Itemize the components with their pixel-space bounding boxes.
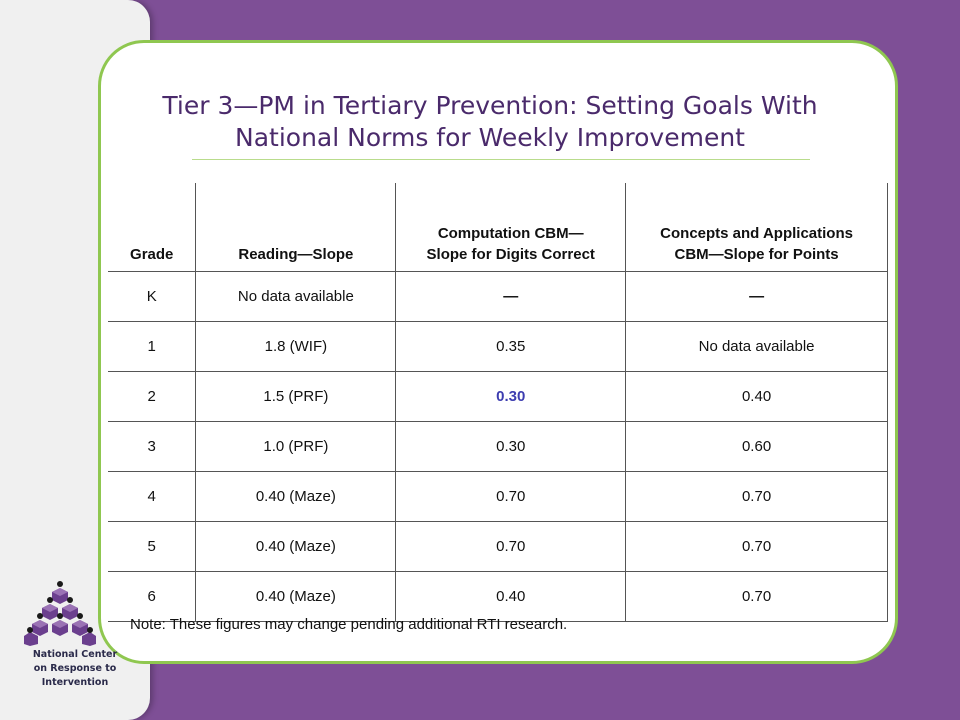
header-reading: Reading—Slope (195, 183, 397, 272)
footnote: Note: These figures may change pending a… (130, 616, 568, 633)
cell-grade: 6 (108, 571, 197, 622)
cell-computation: 0.40 (395, 571, 627, 622)
logo-caption-line-2: on Response to (33, 663, 117, 674)
cell-computation: 0.35 (395, 321, 627, 372)
cell-computation: 0.70 (395, 471, 627, 522)
header-grade: Grade (108, 183, 197, 272)
title-divider (192, 159, 810, 160)
cell-grade: K (108, 271, 197, 322)
title-line-2: National Norms for Weekly Improvement (235, 123, 745, 152)
cell-computation: 0.30 (395, 371, 627, 422)
cell-computation: — (395, 271, 627, 322)
cell-grade: 3 (108, 421, 197, 472)
cell-concepts: 0.40 (625, 371, 888, 422)
header-concepts-line-1: Concepts and Applications (660, 225, 853, 242)
cell-reading: 0.40 (Maze) (195, 571, 397, 622)
cell-grade: 2 (108, 371, 197, 422)
logo-caption-line-3: Intervention (41, 677, 109, 688)
cell-reading: 0.40 (Maze) (195, 521, 397, 572)
header-computation-line-1: Computation CBM— (437, 225, 584, 242)
cell-concepts: — (625, 271, 888, 322)
cell-concepts: 0.70 (625, 471, 888, 522)
table-row: 2 1.5 (PRF) 0.30 0.40 (108, 371, 888, 422)
cell-concepts: 0.60 (625, 421, 888, 472)
cell-reading: 1.5 (PRF) (195, 371, 397, 422)
cell-grade: 1 (108, 321, 197, 372)
cell-concepts: 0.70 (625, 571, 888, 622)
logo-caption: National Center on Response to Intervent… (0, 648, 150, 690)
cell-grade: 4 (108, 471, 197, 522)
ncrti-logo-icon (24, 581, 96, 646)
logo-cube (24, 632, 38, 646)
table-row: 4 0.40 (Maze) 0.70 0.70 (108, 471, 888, 522)
cell-computation: 0.30 (395, 421, 627, 472)
logo-cube (82, 632, 96, 646)
slide-title: Tier 3—PM in Tertiary Prevention: Settin… (100, 90, 880, 154)
title-line-1: Tier 3—PM in Tertiary Prevention: Settin… (162, 91, 818, 120)
cell-concepts: No data available (625, 321, 888, 372)
table-row: 6 0.40 (Maze) 0.40 0.70 (108, 571, 888, 622)
cell-concepts: 0.70 (625, 521, 888, 572)
table-header-row: Grade Reading—Slope Computation CBM— Slo… (108, 183, 888, 272)
header-computation: Computation CBM— Slope for Digits Correc… (395, 183, 627, 272)
cell-reading: No data available (195, 271, 397, 322)
logo-caption-line-1: National Center (32, 649, 118, 660)
table-row: 1 1.8 (WIF) 0.35 No data available (108, 321, 888, 372)
cell-computation: 0.70 (395, 521, 627, 572)
table-row: 5 0.40 (Maze) 0.70 0.70 (108, 521, 888, 572)
cell-reading: 1.8 (WIF) (195, 321, 397, 372)
header-concepts: Concepts and Applications CBM—Slope for … (625, 183, 888, 272)
cell-reading: 1.0 (PRF) (195, 421, 397, 472)
logo-dot (57, 581, 63, 587)
header-concepts-line-2: CBM—Slope for Points (674, 246, 839, 263)
cell-grade: 5 (108, 521, 197, 572)
table-row: 3 1.0 (PRF) 0.30 0.60 (108, 421, 888, 472)
norms-table: Grade Reading—Slope Computation CBM— Slo… (108, 183, 888, 622)
header-computation-line-2: Slope for Digits Correct (426, 246, 595, 263)
cell-reading: 0.40 (Maze) (195, 471, 397, 522)
table-row: K No data available — — (108, 271, 888, 322)
